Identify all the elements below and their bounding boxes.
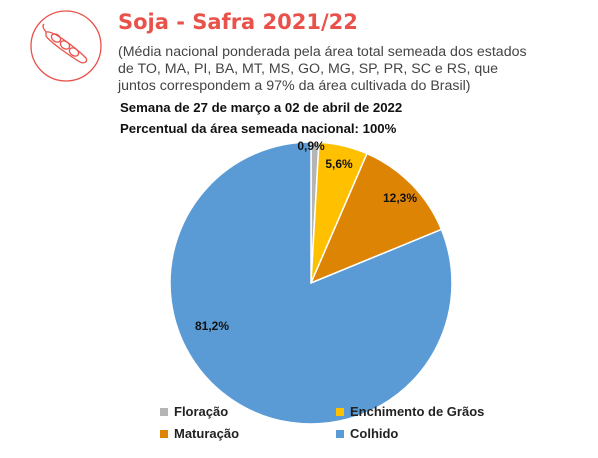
pie-slice-colhido bbox=[169, 141, 453, 425]
legend-item: Floração bbox=[160, 404, 228, 419]
legend-label: Maturação bbox=[174, 426, 240, 441]
logo-circle bbox=[30, 10, 102, 82]
pie-slice-maturacao bbox=[309, 152, 443, 285]
data-label: 81,2% bbox=[195, 319, 229, 333]
legend-label: Floração bbox=[174, 404, 229, 419]
legend-label: Colhido bbox=[350, 426, 399, 441]
legend-swatch bbox=[336, 429, 344, 438]
page-title: Soja - Safra 2021/22 bbox=[118, 10, 358, 34]
percent-sown-label: Percentual da área semeada nacional: 100… bbox=[120, 121, 397, 136]
legend-swatch bbox=[160, 429, 168, 438]
legend-item: Enchimento de Grãos bbox=[336, 404, 484, 419]
soybean-logo bbox=[30, 10, 102, 82]
subtitle-line-1: (Média nacional ponderada pela área tota… bbox=[118, 44, 527, 60]
legend-item: Colhido bbox=[336, 426, 398, 441]
subtitle: (Média nacional ponderada pela área tota… bbox=[118, 44, 558, 95]
legend-swatch bbox=[336, 407, 344, 416]
legend-swatch bbox=[160, 407, 168, 416]
subtitle-line-2: de TO, MA, PI, BA, MT, MS, GO, MG, SP, P… bbox=[118, 61, 499, 77]
legend-item: Maturação bbox=[160, 426, 239, 441]
data-label: 5,6% bbox=[325, 157, 353, 171]
data-label: 12,3% bbox=[383, 191, 417, 205]
legend-label: Enchimento de Grãos bbox=[350, 404, 485, 419]
subtitle-line-3: juntos correspondem a 97% da área cultiv… bbox=[118, 78, 471, 94]
soybean-pod-icon bbox=[42, 23, 88, 64]
data-label: 0,9% bbox=[297, 139, 325, 153]
week-label: Semana de 27 de março a 02 de abril de 2… bbox=[120, 100, 403, 115]
